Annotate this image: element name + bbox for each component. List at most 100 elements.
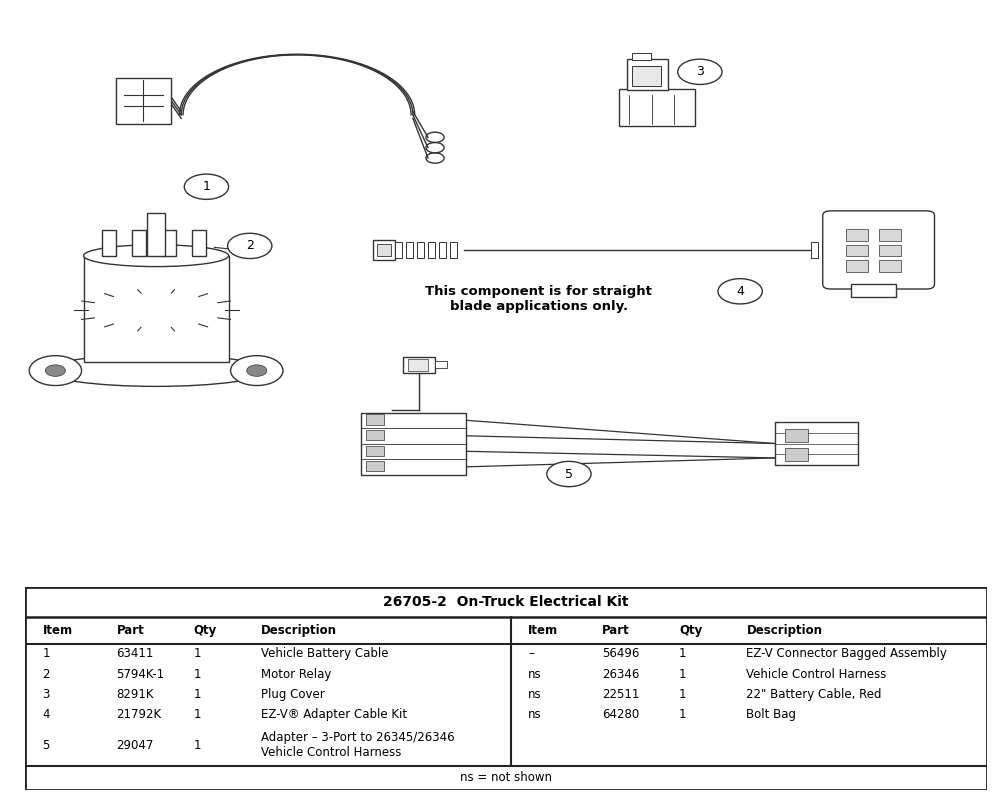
Text: 3: 3 bbox=[42, 688, 50, 701]
Text: Part: Part bbox=[602, 624, 630, 637]
Text: Adapter – 3-Port to 26345/26346
Vehicle Control Harness: Adapter – 3-Port to 26345/26346 Vehicle … bbox=[261, 731, 454, 759]
Circle shape bbox=[45, 365, 65, 377]
Text: Item: Item bbox=[42, 624, 73, 637]
Text: 21792K: 21792K bbox=[117, 709, 162, 721]
Circle shape bbox=[718, 279, 762, 304]
Circle shape bbox=[184, 174, 229, 200]
FancyBboxPatch shape bbox=[822, 242, 829, 258]
Text: Description: Description bbox=[746, 624, 823, 637]
FancyBboxPatch shape bbox=[192, 230, 206, 255]
FancyBboxPatch shape bbox=[406, 242, 413, 258]
Text: ns = not shown: ns = not shown bbox=[460, 772, 552, 784]
Text: 1: 1 bbox=[679, 688, 687, 701]
FancyBboxPatch shape bbox=[361, 413, 466, 475]
FancyBboxPatch shape bbox=[823, 211, 934, 289]
FancyBboxPatch shape bbox=[25, 587, 987, 790]
FancyBboxPatch shape bbox=[408, 359, 428, 370]
FancyBboxPatch shape bbox=[627, 58, 668, 90]
Text: Item: Item bbox=[528, 624, 558, 637]
Text: Vehicle Battery Cable: Vehicle Battery Cable bbox=[261, 647, 389, 660]
Text: Plug Cover: Plug Cover bbox=[261, 688, 324, 701]
Circle shape bbox=[247, 365, 267, 377]
FancyBboxPatch shape bbox=[395, 242, 402, 258]
Text: 4: 4 bbox=[736, 285, 744, 298]
Text: 1: 1 bbox=[679, 709, 687, 721]
Text: Vehicle Control Harness: Vehicle Control Harness bbox=[746, 668, 887, 681]
FancyBboxPatch shape bbox=[428, 242, 435, 258]
FancyBboxPatch shape bbox=[855, 242, 862, 258]
Text: 64280: 64280 bbox=[602, 709, 639, 721]
FancyBboxPatch shape bbox=[846, 229, 868, 241]
Text: 22" Battery Cable, Red: 22" Battery Cable, Red bbox=[746, 688, 882, 701]
Text: 2: 2 bbox=[246, 239, 254, 252]
Text: 3: 3 bbox=[696, 65, 704, 78]
FancyBboxPatch shape bbox=[377, 244, 391, 255]
Text: 1: 1 bbox=[193, 709, 201, 721]
Circle shape bbox=[29, 356, 82, 385]
Circle shape bbox=[228, 233, 272, 259]
FancyBboxPatch shape bbox=[846, 245, 868, 256]
Text: 22511: 22511 bbox=[602, 688, 639, 701]
Text: 1: 1 bbox=[42, 647, 50, 660]
FancyBboxPatch shape bbox=[811, 242, 818, 258]
Text: 63411: 63411 bbox=[117, 647, 154, 660]
Text: 1: 1 bbox=[193, 688, 201, 701]
FancyBboxPatch shape bbox=[866, 242, 873, 258]
Text: 1: 1 bbox=[202, 180, 210, 193]
FancyBboxPatch shape bbox=[632, 53, 651, 61]
Text: 5: 5 bbox=[565, 468, 573, 480]
Text: Qty: Qty bbox=[193, 624, 217, 637]
Text: 5: 5 bbox=[42, 739, 50, 752]
FancyBboxPatch shape bbox=[147, 212, 165, 255]
FancyBboxPatch shape bbox=[632, 66, 661, 86]
Text: Motor Relay: Motor Relay bbox=[261, 668, 331, 681]
Text: 1: 1 bbox=[193, 668, 201, 681]
Text: 4: 4 bbox=[42, 709, 50, 721]
FancyBboxPatch shape bbox=[775, 422, 858, 465]
FancyBboxPatch shape bbox=[846, 260, 868, 272]
Text: Bolt Bag: Bolt Bag bbox=[746, 709, 797, 721]
FancyBboxPatch shape bbox=[366, 414, 384, 425]
Text: 8291K: 8291K bbox=[117, 688, 154, 701]
Text: 56496: 56496 bbox=[602, 647, 639, 660]
FancyBboxPatch shape bbox=[84, 255, 229, 362]
Text: EZ-V® Adapter Cable Kit: EZ-V® Adapter Cable Kit bbox=[261, 709, 407, 721]
Text: 29047: 29047 bbox=[117, 739, 154, 752]
FancyBboxPatch shape bbox=[785, 429, 808, 442]
Circle shape bbox=[547, 461, 591, 487]
FancyBboxPatch shape bbox=[132, 230, 146, 255]
Text: 1: 1 bbox=[193, 739, 201, 752]
Text: 2: 2 bbox=[42, 668, 50, 681]
Text: 5794K-1: 5794K-1 bbox=[117, 668, 165, 681]
Text: 1: 1 bbox=[679, 668, 687, 681]
FancyBboxPatch shape bbox=[879, 245, 901, 256]
FancyBboxPatch shape bbox=[403, 357, 435, 373]
Text: 26705-2  On-Truck Electrical Kit: 26705-2 On-Truck Electrical Kit bbox=[384, 595, 628, 609]
FancyBboxPatch shape bbox=[366, 430, 384, 440]
Text: EZ-V Connector Bagged Assembly: EZ-V Connector Bagged Assembly bbox=[746, 647, 948, 660]
Text: 26346: 26346 bbox=[602, 668, 639, 681]
Text: Qty: Qty bbox=[679, 624, 702, 637]
Text: 1: 1 bbox=[679, 647, 687, 660]
FancyBboxPatch shape bbox=[619, 89, 695, 126]
FancyBboxPatch shape bbox=[844, 242, 851, 258]
FancyBboxPatch shape bbox=[366, 461, 384, 471]
FancyBboxPatch shape bbox=[162, 230, 176, 255]
FancyBboxPatch shape bbox=[450, 242, 457, 258]
Text: ns: ns bbox=[528, 709, 542, 721]
Text: This component is for straight
blade applications only.: This component is for straight blade app… bbox=[425, 285, 653, 313]
FancyBboxPatch shape bbox=[102, 230, 116, 255]
Text: Part: Part bbox=[117, 624, 144, 637]
Ellipse shape bbox=[45, 355, 267, 386]
FancyBboxPatch shape bbox=[116, 77, 171, 124]
FancyBboxPatch shape bbox=[373, 239, 395, 260]
FancyBboxPatch shape bbox=[833, 242, 840, 258]
Text: –: – bbox=[528, 647, 534, 660]
Text: ns: ns bbox=[528, 668, 542, 681]
FancyBboxPatch shape bbox=[417, 242, 424, 258]
Ellipse shape bbox=[84, 245, 229, 267]
Circle shape bbox=[231, 356, 283, 385]
FancyBboxPatch shape bbox=[879, 260, 901, 272]
FancyBboxPatch shape bbox=[435, 361, 447, 369]
FancyBboxPatch shape bbox=[879, 229, 901, 241]
